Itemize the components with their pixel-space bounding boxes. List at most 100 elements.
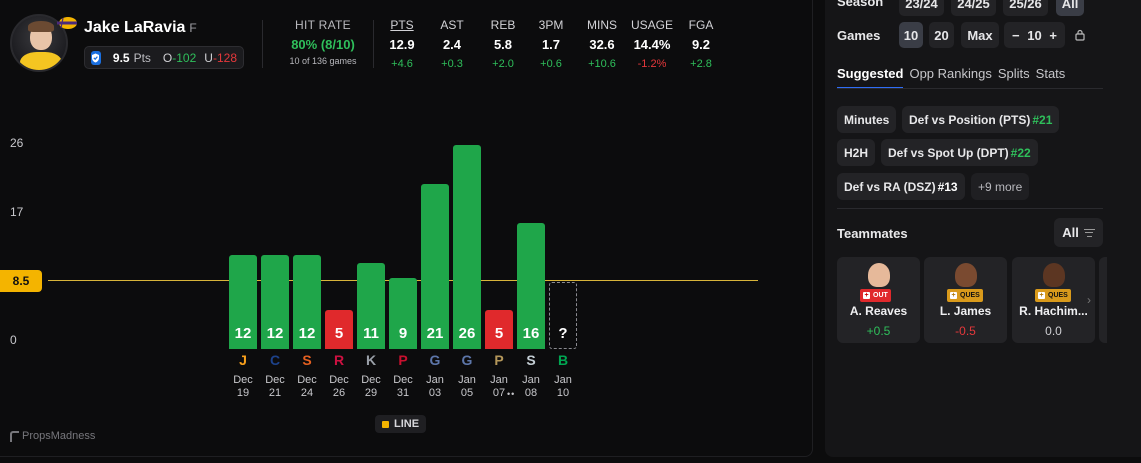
games-option-10[interactable]: 10: [899, 22, 923, 48]
tab-opp-rankings[interactable]: Opp Rankings: [909, 66, 992, 81]
teammates-filter-button[interactable]: All: [1054, 218, 1103, 247]
date-day: 03: [428, 387, 442, 399]
games-option-max[interactable]: Max: [961, 22, 999, 48]
stat-value: 12.9: [389, 37, 415, 52]
x-axis-date-label: Dec 19: [227, 374, 259, 400]
prop-line-badge[interactable]: 8.5: [0, 270, 42, 292]
games-stepper[interactable]: − 10 +: [1004, 22, 1065, 48]
tab-splits[interactable]: Splits: [997, 66, 1030, 81]
x-axis-date-label: Jan 08: [515, 374, 547, 400]
date-month: Jan: [554, 374, 572, 386]
teammate-name: L. James: [939, 304, 992, 318]
legend-label: LINE: [394, 418, 420, 430]
date-day: 26: [332, 387, 346, 399]
bar-over[interactable]: [421, 184, 449, 349]
season-option[interactable]: 25/26: [1003, 0, 1048, 16]
bar-over[interactable]: [293, 255, 321, 349]
tabs-divider: [837, 88, 1103, 89]
player-name[interactable]: Jake LaRavia F: [84, 19, 197, 37]
chip-h2h[interactable]: H2H: [837, 139, 876, 166]
injury-cross-icon: +: [863, 292, 870, 299]
stat-diff: +0.3: [441, 58, 463, 70]
y-tick-label: 0: [10, 333, 17, 347]
chevron-right-icon[interactable]: ›: [1087, 293, 1091, 307]
teammate-status-badge: + QUES: [1035, 289, 1071, 302]
filters-panel: Season 23/24 24/25 25/26 All Games 10 20…: [825, 0, 1141, 457]
opponent-logo-icon: B: [557, 352, 569, 368]
bar-value-label: ?: [558, 325, 568, 342]
stat-usage[interactable]: USAGE 14.4% -1.2%: [627, 18, 677, 70]
stat-3pm[interactable]: 3PM 1.7 +0.6: [526, 18, 576, 70]
watermark: PropsMadness: [10, 430, 95, 442]
opponent-logo-icon: S: [302, 352, 312, 368]
stat-fga[interactable]: FGA 9.2 +2.8: [676, 18, 726, 70]
games-option-20[interactable]: 20: [929, 22, 954, 48]
bar-value-label: 21: [426, 325, 444, 342]
teammate-card-next[interactable]: [1099, 257, 1107, 343]
bar-pending[interactable]: [549, 282, 577, 349]
chip-more[interactable]: +9 more: [971, 173, 1030, 200]
tab-suggested[interactable]: Suggested: [837, 66, 904, 89]
propsmadness-logo-icon: [10, 430, 19, 442]
bar-over[interactable]: [229, 255, 257, 349]
under-odds: -128: [212, 50, 237, 65]
teammate-card[interactable]: + OUT A. Reaves +0.5: [837, 257, 920, 343]
opponent-logo-icon: P: [494, 352, 504, 368]
teammate-name: R. Hachim...: [1019, 304, 1088, 318]
season-option[interactable]: 23/24: [899, 0, 944, 16]
bar-under[interactable]: [485, 310, 513, 349]
stepper-value: 10: [1027, 27, 1042, 43]
teammate-impact: -0.5: [955, 324, 976, 338]
stat-diff: +0.6: [540, 58, 562, 70]
chip-rank: #13: [937, 179, 958, 194]
stat-reb[interactable]: REB 5.8 +2.0: [478, 18, 528, 70]
tab-stats[interactable]: Stats: [1035, 66, 1066, 81]
player-props-panel: Jake LaRavia F 9.5 Pts O -102 U -128 HIT …: [0, 0, 813, 457]
chip-label: Def vs Position (PTS): [909, 112, 1031, 127]
stat-ast[interactable]: AST 2.4 +0.3: [427, 18, 477, 70]
stat-value: 9.2: [691, 37, 711, 52]
hit-rate-value: 80% (8/10): [291, 37, 355, 52]
date-month: Jan: [426, 374, 444, 386]
bar-over[interactable]: [357, 263, 385, 349]
bar-value-label: 12: [266, 325, 284, 342]
y-tick-label: 17: [10, 205, 24, 219]
opponent-logo-icon: G: [461, 352, 473, 368]
injury-cross-icon: +: [1038, 292, 1045, 299]
date-month: Dec: [265, 374, 285, 386]
season-option[interactable]: 24/25: [951, 0, 996, 16]
teammate-card[interactable]: + QUES L. James -0.5: [924, 257, 1007, 343]
chip-minutes[interactable]: Minutes: [837, 106, 897, 133]
stat-label: FGA: [688, 18, 714, 32]
date-day: 21: [268, 387, 282, 399]
bar-over[interactable]: [389, 278, 417, 349]
bar-over[interactable]: [517, 223, 545, 349]
betting-line-pill[interactable]: 9.5 Pts O -102 U -128: [84, 46, 244, 69]
chip-def-vs-spot-up[interactable]: Def vs Spot Up (DPT) #22: [881, 139, 1038, 166]
chip-def-vs-ra[interactable]: Def vs RA (DSZ) #13: [837, 173, 965, 200]
stat-diff: +4.6: [391, 58, 413, 70]
x-axis-date-label: Dec 31: [387, 374, 419, 400]
season-option-all[interactable]: All: [1056, 0, 1084, 16]
x-axis-date-label: Dec 24: [291, 374, 323, 400]
header-divider: [262, 20, 263, 68]
bar-over[interactable]: [453, 145, 481, 349]
x-axis-date-label: Jan 07: [483, 374, 515, 400]
teammate-impact: 0.0: [1045, 324, 1062, 338]
lock-icon[interactable]: [1075, 29, 1085, 41]
stat-mins[interactable]: MINS 32.6 +10.6: [577, 18, 627, 70]
chip-label: Minutes: [844, 112, 890, 127]
chip-label: H2H: [844, 145, 869, 160]
stepper-minus-button[interactable]: −: [1012, 27, 1020, 43]
bar-over[interactable]: [261, 255, 289, 349]
stat-pts[interactable]: PTS 12.9 +4.6: [377, 18, 427, 70]
stat-value: 14.4%: [633, 37, 671, 52]
x-axis-date-label: Jan 03: [419, 374, 451, 400]
chip-def-vs-position[interactable]: Def vs Position (PTS) #21: [902, 106, 1060, 133]
stepper-plus-button[interactable]: +: [1049, 27, 1057, 43]
chart-legend[interactable]: LINE: [375, 415, 427, 433]
bar-under[interactable]: [325, 310, 353, 349]
date-day: 10: [556, 387, 570, 399]
opponent-logo-icon: G: [429, 352, 441, 368]
teammate-card[interactable]: + QUES R. Hachim... 0.0: [1012, 257, 1095, 343]
